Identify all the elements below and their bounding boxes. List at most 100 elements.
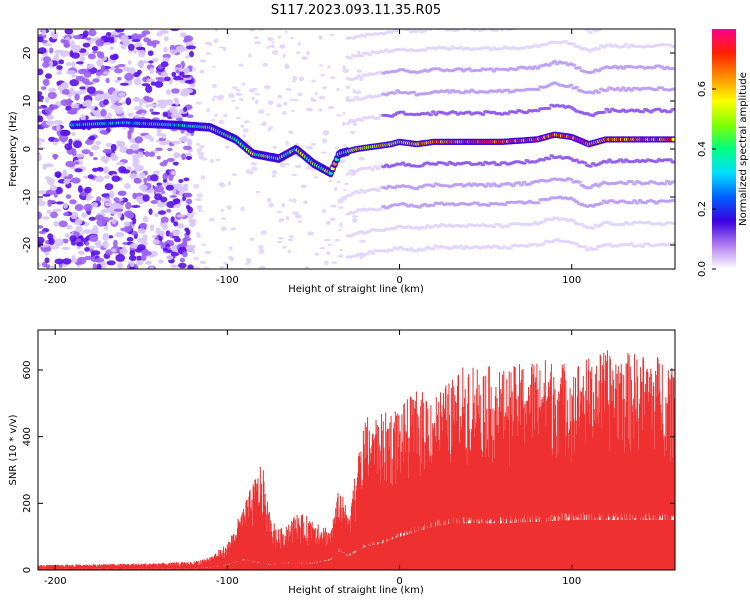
spectrogram-noise-blob bbox=[100, 198, 110, 202]
spectrogram-harmonic-cell bbox=[615, 24, 620, 27]
spectrogram-noise-blob bbox=[132, 49, 137, 54]
spectrogram-noise-blob bbox=[87, 174, 94, 179]
spectrogram-harmonic-cell bbox=[620, 86, 627, 90]
spectrogram-harmonic-cell bbox=[356, 191, 362, 195]
snr-x-tick-label: 100 bbox=[562, 576, 581, 587]
spectrogram-noise-blob bbox=[84, 247, 90, 252]
snr-series-area bbox=[38, 520, 675, 570]
spectrogram-noise-blob bbox=[123, 221, 131, 227]
spectrogram-noise-blob bbox=[166, 89, 171, 95]
spectrogram-noise-blob bbox=[349, 130, 355, 135]
spectrogram-noise-blob bbox=[300, 184, 307, 189]
spectrogram-noise-blob bbox=[127, 43, 135, 51]
spectrogram-noise-blob bbox=[38, 262, 42, 267]
spectrogram-noise-blob bbox=[79, 86, 87, 90]
spectrogram-noise-blob bbox=[46, 115, 54, 120]
spectrogram-noise-blob bbox=[83, 71, 92, 78]
spectrogram-noise-blob bbox=[82, 30, 89, 38]
spectrogram-noise-blob bbox=[142, 216, 149, 223]
spectrogram-noise-blob bbox=[140, 112, 146, 117]
spectrogram-harmonic-cell bbox=[394, 29, 401, 33]
spectrogram-noise-blob bbox=[215, 29, 219, 32]
spectrogram-harmonic-cell bbox=[571, 63, 577, 67]
spectrogram-noise-blob bbox=[170, 216, 175, 223]
spectrogram-noise-blob bbox=[266, 46, 270, 49]
spectrogram-noise-blob bbox=[38, 36, 44, 43]
spectrogram-noise-blob bbox=[154, 80, 164, 88]
spectrogram-noise-blob bbox=[276, 240, 283, 244]
spectrogram-noise-blob bbox=[156, 32, 163, 37]
spectrogram-noise-blob bbox=[58, 220, 68, 228]
spectrogram-noise-blob bbox=[147, 50, 154, 56]
spectrogram-harmonic-cell bbox=[353, 76, 359, 80]
spectrogram-noise-blob bbox=[77, 185, 83, 193]
spectrogram-noise-blob bbox=[41, 29, 47, 36]
spectrogram-noise-blob bbox=[339, 248, 343, 252]
spectrogram-noise-blob bbox=[101, 65, 106, 73]
spectrogram-noise-blob bbox=[157, 201, 167, 208]
spectrogram-noise-blob bbox=[234, 106, 240, 110]
spectrogram-noise-blob bbox=[193, 266, 201, 269]
spectrogram-noise-blob bbox=[170, 264, 179, 268]
spectrogram-noise-blob bbox=[218, 46, 225, 49]
spectrogram-noise-blob bbox=[325, 220, 331, 225]
spectrogram-noise-blob bbox=[267, 100, 274, 106]
spectrogram-noise-blob bbox=[327, 243, 333, 247]
spectrogram-harmonic-cell bbox=[551, 59, 558, 64]
spectrogram-harmonic-cell bbox=[607, 110, 613, 114]
spectrogram-noise-blob bbox=[227, 181, 232, 186]
spectrogram-noise-blob bbox=[71, 52, 80, 59]
spectrogram-noise-blob bbox=[211, 98, 216, 102]
spectrogram-noise-blob bbox=[268, 45, 273, 48]
spectrogram-noise-blob bbox=[117, 262, 124, 269]
spectrogram-noise-blob bbox=[169, 195, 177, 198]
spectrogram-harmonic-cell bbox=[629, 24, 634, 27]
spectrogram-harmonic-cell bbox=[540, 242, 547, 246]
spectrogram-noise-blob bbox=[115, 231, 125, 238]
spectrogram-harmonic-cell bbox=[635, 24, 640, 27]
spectrogram-noise-blob bbox=[126, 213, 134, 219]
spectrogram-noise-blob bbox=[258, 249, 265, 255]
spectrogram-noise-blob bbox=[54, 238, 64, 247]
spectrogram-noise-blob bbox=[230, 227, 237, 231]
spectrogram-noise-blob bbox=[127, 132, 132, 140]
spectrogram-noise-blob bbox=[356, 69, 362, 73]
spectrogram-noise-blob bbox=[83, 203, 93, 212]
spectrogram-noise-blob bbox=[148, 151, 155, 157]
spectrogram-noise-blob bbox=[351, 215, 359, 218]
spectrogram-noise-blob bbox=[71, 177, 81, 184]
spectrogram-noise-blob bbox=[72, 35, 83, 40]
spectrogram-noise-blob bbox=[69, 199, 77, 205]
spectrogram-noise-blob bbox=[135, 46, 146, 51]
spectrogram-noise-blob bbox=[137, 228, 146, 234]
spectrogram-noise-blob bbox=[285, 140, 289, 146]
spectrogram-noise-blob bbox=[162, 159, 169, 164]
spectrogram-noise-blob bbox=[262, 121, 267, 126]
spectrogram-harmonic-cell bbox=[587, 164, 593, 168]
spectrogram-noise-blob bbox=[126, 237, 134, 242]
spectrogram-noise-blob bbox=[202, 266, 210, 269]
spectrogram-noise-blob bbox=[108, 95, 114, 100]
spectrogram-noise-blob bbox=[196, 148, 202, 153]
spectrogram-noise-blob bbox=[337, 229, 342, 232]
spectrogram-harmonic-cell bbox=[664, 179, 671, 183]
spectrogram-noise-blob bbox=[277, 94, 283, 99]
spectrogram-x-tick-label: 100 bbox=[562, 275, 581, 286]
spectrogram-noise-blob bbox=[277, 35, 282, 39]
spectrogram-ylabel: Frequency (Hz) bbox=[8, 111, 19, 187]
spectrogram-noise-blob bbox=[342, 121, 346, 127]
spectrogram-noise-blob bbox=[54, 258, 65, 265]
spectrogram-noise-blob bbox=[174, 237, 181, 243]
spectrogram-noise-blob bbox=[175, 45, 185, 53]
spectrogram-noise-blob bbox=[246, 258, 252, 264]
spectrogram-noise-blob bbox=[111, 248, 117, 253]
spectrogram-noise-blob bbox=[95, 242, 102, 249]
spectrogram-noise-blob bbox=[63, 176, 72, 180]
spectrogram-noise-blob bbox=[113, 208, 124, 212]
spectrogram-noise-blob bbox=[169, 49, 178, 55]
spectrogram-noise-blob bbox=[91, 202, 99, 208]
spectrogram-harmonic-cell bbox=[538, 25, 543, 28]
spectrogram-noise-blob bbox=[97, 51, 102, 58]
spectrogram-noise-blob bbox=[124, 72, 134, 81]
spectrogram-noise-blob bbox=[103, 42, 112, 46]
